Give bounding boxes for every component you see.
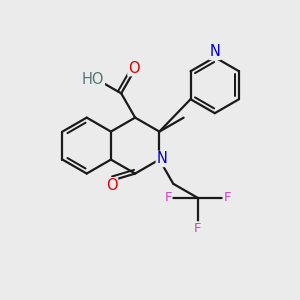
Text: O: O xyxy=(128,61,140,76)
Text: HO: HO xyxy=(82,72,104,87)
Text: F: F xyxy=(223,191,231,204)
Text: F: F xyxy=(164,191,172,204)
Text: N: N xyxy=(209,44,220,59)
Text: F: F xyxy=(194,222,201,235)
Text: O: O xyxy=(106,178,118,193)
Text: N: N xyxy=(156,152,167,166)
